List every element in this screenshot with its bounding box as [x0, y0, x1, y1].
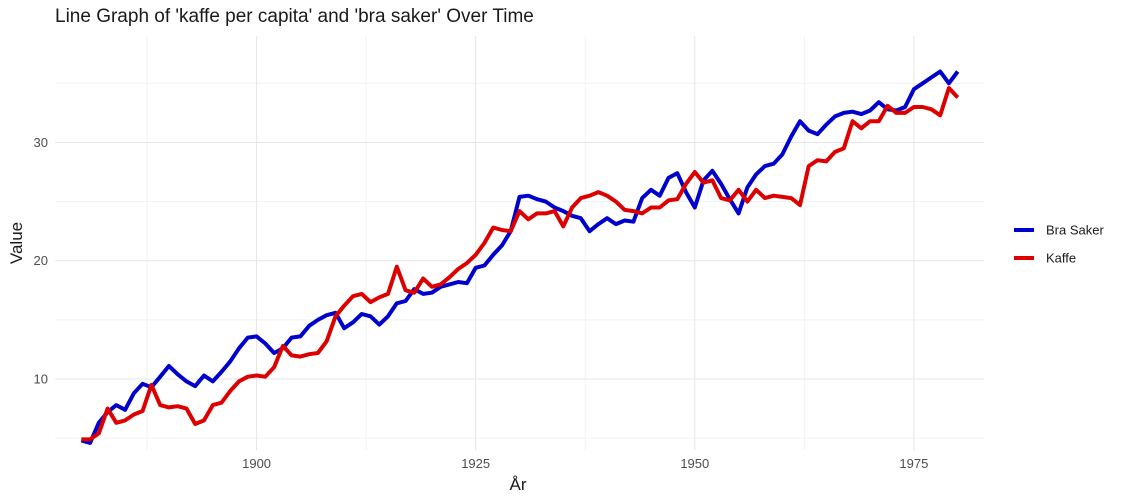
y-axis-title: Value: [7, 222, 26, 264]
series-lines: [80, 69, 960, 445]
legend-label-bra-saker: Bra Saker: [1046, 223, 1104, 238]
x-tick-label: 1975: [899, 456, 928, 471]
y-tick-label: 30: [34, 135, 48, 150]
y-tick-label: 20: [34, 253, 48, 268]
series-line-kaffe: [81, 86, 960, 442]
y-tick-labels: 10 20 30: [34, 135, 48, 387]
legend: Bra Saker Kaffe: [1014, 223, 1104, 266]
legend-label-kaffe: Kaffe: [1046, 251, 1076, 266]
chart-title: Line Graph of 'kaffe per capita' and 'br…: [55, 6, 534, 27]
x-tick-label: 1950: [680, 456, 709, 471]
series-line-bra-saker: [80, 69, 960, 445]
grid-minor: [55, 36, 984, 450]
x-tick-label: 1925: [461, 456, 490, 471]
x-axis-title: År: [510, 475, 527, 494]
y-tick-label: 10: [34, 372, 48, 387]
x-tick-labels: 1900 1925 1950 1975: [242, 456, 928, 471]
x-tick-label: 1900: [242, 456, 271, 471]
